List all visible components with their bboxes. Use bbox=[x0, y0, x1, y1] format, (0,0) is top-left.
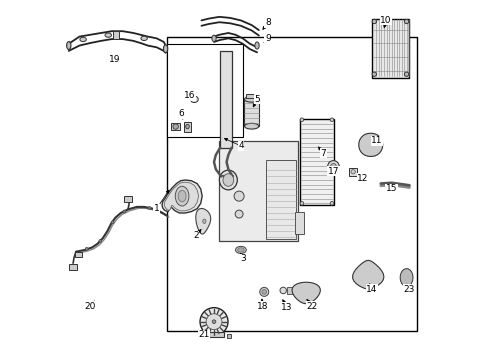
Ellipse shape bbox=[371, 19, 376, 24]
Text: 14: 14 bbox=[366, 285, 377, 294]
Text: 21: 21 bbox=[198, 330, 209, 339]
Text: 13: 13 bbox=[281, 303, 292, 312]
Text: 11: 11 bbox=[371, 136, 382, 145]
Ellipse shape bbox=[175, 186, 188, 206]
Ellipse shape bbox=[111, 221, 114, 224]
Ellipse shape bbox=[212, 320, 215, 323]
Bar bbox=[171, 123, 180, 130]
Ellipse shape bbox=[280, 287, 286, 294]
Text: 3: 3 bbox=[239, 255, 245, 264]
Ellipse shape bbox=[85, 247, 88, 250]
Bar bbox=[167, 44, 242, 137]
Text: 7: 7 bbox=[320, 149, 325, 158]
Polygon shape bbox=[358, 133, 382, 157]
Ellipse shape bbox=[66, 41, 71, 49]
Text: 18: 18 bbox=[256, 302, 267, 311]
Bar bbox=[219, 140, 298, 241]
Ellipse shape bbox=[200, 308, 227, 336]
Polygon shape bbox=[352, 260, 383, 289]
Text: 23: 23 bbox=[403, 285, 414, 294]
Bar bbox=[226, 334, 230, 338]
Ellipse shape bbox=[163, 45, 167, 53]
Ellipse shape bbox=[190, 96, 198, 103]
Ellipse shape bbox=[350, 170, 355, 174]
Bar bbox=[294, 212, 303, 234]
Ellipse shape bbox=[203, 219, 205, 224]
Ellipse shape bbox=[237, 248, 244, 252]
Ellipse shape bbox=[327, 161, 339, 172]
Ellipse shape bbox=[244, 123, 258, 129]
Ellipse shape bbox=[259, 287, 268, 296]
Ellipse shape bbox=[330, 163, 336, 169]
Ellipse shape bbox=[211, 35, 216, 41]
Bar bbox=[75, 252, 82, 257]
Text: 10: 10 bbox=[380, 16, 391, 25]
Ellipse shape bbox=[262, 289, 266, 294]
Text: 6: 6 bbox=[179, 109, 184, 118]
Text: 19: 19 bbox=[109, 55, 120, 64]
Bar bbox=[265, 160, 296, 239]
Polygon shape bbox=[291, 282, 320, 304]
Ellipse shape bbox=[141, 36, 147, 41]
Ellipse shape bbox=[235, 210, 243, 218]
Bar bbox=[113, 31, 119, 39]
Bar bbox=[204, 332, 224, 337]
Text: 17: 17 bbox=[327, 167, 339, 176]
Text: 12: 12 bbox=[356, 174, 368, 183]
Bar bbox=[183, 122, 191, 132]
Text: 4: 4 bbox=[238, 141, 243, 150]
Text: 16: 16 bbox=[184, 91, 195, 100]
Bar bbox=[69, 264, 77, 270]
Bar bbox=[300, 119, 333, 205]
Ellipse shape bbox=[254, 42, 259, 49]
Ellipse shape bbox=[223, 174, 233, 186]
Bar bbox=[286, 287, 294, 294]
Ellipse shape bbox=[105, 33, 111, 37]
Ellipse shape bbox=[173, 124, 178, 129]
Ellipse shape bbox=[178, 190, 185, 202]
Ellipse shape bbox=[371, 72, 376, 76]
Ellipse shape bbox=[244, 96, 258, 102]
Text: 5: 5 bbox=[254, 95, 260, 104]
Bar bbox=[167, 37, 416, 330]
Ellipse shape bbox=[99, 239, 102, 242]
Ellipse shape bbox=[122, 210, 125, 213]
Ellipse shape bbox=[219, 170, 237, 190]
Ellipse shape bbox=[300, 118, 303, 122]
Ellipse shape bbox=[148, 207, 151, 210]
Ellipse shape bbox=[300, 202, 303, 205]
Bar bbox=[348, 168, 356, 176]
Ellipse shape bbox=[329, 202, 333, 205]
Ellipse shape bbox=[404, 72, 408, 76]
Bar bbox=[220, 51, 231, 148]
Ellipse shape bbox=[80, 37, 86, 41]
Text: 1: 1 bbox=[153, 204, 159, 213]
Ellipse shape bbox=[235, 246, 246, 253]
Ellipse shape bbox=[206, 314, 222, 329]
Bar bbox=[124, 196, 131, 202]
Text: 8: 8 bbox=[264, 18, 270, 27]
Bar bbox=[202, 334, 206, 338]
Text: 9: 9 bbox=[264, 34, 270, 43]
Text: 2: 2 bbox=[193, 231, 199, 240]
Polygon shape bbox=[164, 182, 198, 211]
Polygon shape bbox=[162, 180, 202, 213]
Ellipse shape bbox=[329, 118, 333, 122]
Ellipse shape bbox=[185, 125, 189, 129]
Text: 20: 20 bbox=[84, 302, 95, 311]
Polygon shape bbox=[195, 208, 210, 234]
Ellipse shape bbox=[234, 191, 244, 201]
Bar bbox=[246, 94, 257, 98]
Text: 15: 15 bbox=[385, 184, 396, 193]
Text: 22: 22 bbox=[305, 302, 317, 311]
Bar bbox=[244, 99, 258, 126]
Polygon shape bbox=[399, 269, 412, 287]
Ellipse shape bbox=[404, 19, 408, 24]
Bar bbox=[371, 19, 408, 78]
